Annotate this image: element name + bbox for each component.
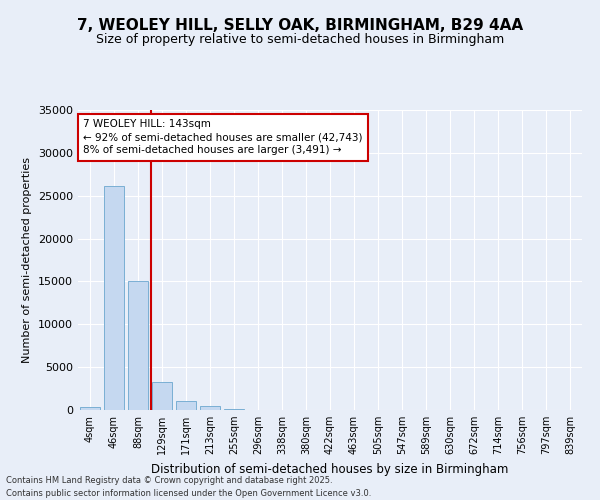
Text: 7, WEOLEY HILL, SELLY OAK, BIRMINGHAM, B29 4AA: 7, WEOLEY HILL, SELLY OAK, BIRMINGHAM, B… — [77, 18, 523, 32]
Bar — [80, 406, 100, 410]
Y-axis label: Number of semi-detached properties: Number of semi-detached properties — [22, 157, 32, 363]
Bar — [152, 382, 172, 410]
Text: Contains HM Land Registry data © Crown copyright and database right 2025.
Contai: Contains HM Land Registry data © Crown c… — [6, 476, 371, 498]
Bar — [176, 401, 196, 410]
Text: Size of property relative to semi-detached houses in Birmingham: Size of property relative to semi-detach… — [96, 32, 504, 46]
Bar — [104, 186, 124, 410]
Bar — [224, 408, 244, 410]
Text: 7 WEOLEY HILL: 143sqm
← 92% of semi-detached houses are smaller (42,743)
8% of s: 7 WEOLEY HILL: 143sqm ← 92% of semi-deta… — [83, 119, 362, 156]
Bar — [200, 406, 220, 410]
Bar — [128, 280, 148, 410]
X-axis label: Distribution of semi-detached houses by size in Birmingham: Distribution of semi-detached houses by … — [151, 462, 509, 475]
